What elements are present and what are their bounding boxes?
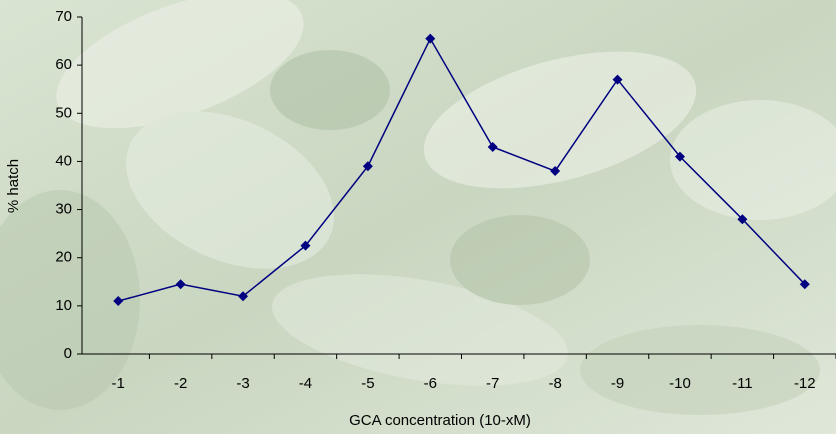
x-tick-label: -6: [424, 375, 437, 392]
y-tick-label: 0: [64, 345, 72, 362]
x-tick-label: -10: [669, 375, 691, 392]
y-tick-label: 10: [55, 297, 72, 314]
x-axis-label: GCA concentration (10-xM): [349, 412, 531, 429]
x-tick-label: -3: [236, 375, 249, 392]
x-tick-label: -5: [361, 375, 374, 392]
x-tick-label: -4: [299, 375, 312, 392]
chart: GCA concentration (10-xM) % hatch 0 10 20 3…: [0, 0, 836, 434]
y-tick-label: 50: [55, 104, 72, 121]
y-tick-label: 20: [55, 249, 72, 266]
y-tick-label: 30: [55, 201, 72, 218]
y-tick-label: 70: [55, 8, 72, 25]
y-axis-label: % hatch: [5, 159, 22, 213]
x-tick-label: -1: [112, 375, 125, 392]
y-tick-label: 40: [55, 152, 72, 169]
page: GCA concentration (10-xM) % hatch 0 10 20 3…: [0, 0, 836, 434]
x-tick-label: -9: [611, 375, 624, 392]
x-tick-label: -12: [794, 375, 816, 392]
x-tick-label: -11: [732, 375, 753, 392]
x-tick-label: -7: [486, 375, 499, 392]
y-tick-label: 60: [55, 56, 72, 73]
x-tick-label: -2: [174, 375, 187, 392]
x-tick-label: -8: [548, 375, 561, 392]
